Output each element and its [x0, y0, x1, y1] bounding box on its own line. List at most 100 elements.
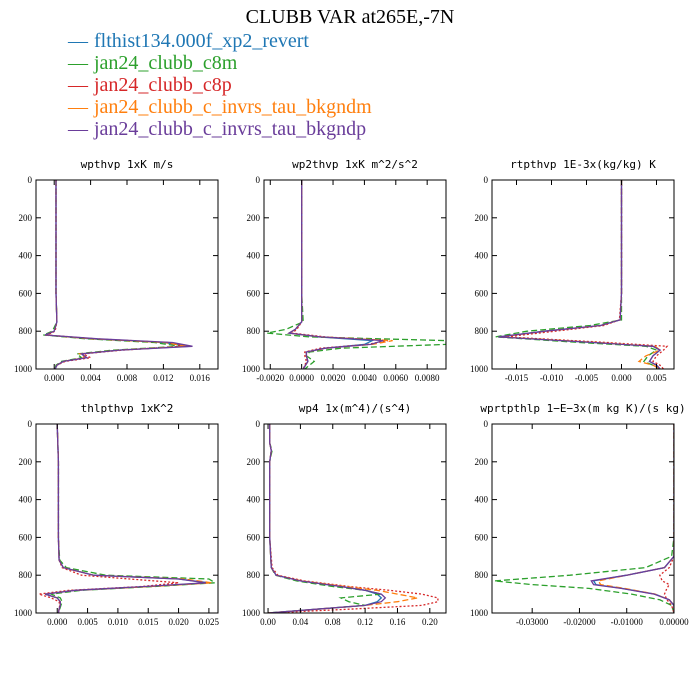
panel-title: thlpthvp 1xK^2	[81, 402, 174, 415]
x-tick-label: 0.0020	[321, 373, 346, 383]
y-tick-label: 800	[247, 326, 261, 336]
chart-panel: thlpthvp 1xK^2 0 200 400 600 800 1000 0.000 0.00…	[14, 402, 220, 627]
y-tick-label: 200	[19, 213, 33, 223]
series-line	[597, 424, 674, 613]
x-tick-label: -0.02000	[563, 617, 596, 627]
y-tick-label: 400	[247, 495, 261, 505]
x-tick-label: 0.025	[199, 617, 220, 627]
y-tick-label: 400	[19, 251, 33, 261]
chart-panel: wpthvp 1xK m/s 0 200 400 600 800 1000 0.000 0.00…	[14, 158, 219, 383]
y-tick-label: 400	[475, 251, 489, 261]
series-line	[43, 180, 180, 369]
x-tick-label: 0.020	[168, 617, 189, 627]
series-group	[43, 180, 193, 369]
y-tick-label: 600	[247, 288, 261, 298]
y-tick-label: 600	[475, 532, 489, 542]
series-group	[267, 424, 439, 613]
legend-item: — flthist134.000f_xp2_revert	[68, 30, 372, 52]
legend-dash: —	[68, 118, 88, 140]
panel-title: wp4 1x(m^4)/(s^4)	[299, 402, 412, 415]
series-line	[501, 180, 662, 369]
series-line	[266, 180, 446, 369]
legend-label: jan24_clubb_c_invrs_tau_bkgndm	[94, 96, 372, 118]
legend-label: jan24_clubb_c8m	[94, 52, 238, 74]
y-tick-label: 600	[19, 532, 33, 542]
series-line	[659, 424, 674, 613]
series-line	[267, 424, 439, 613]
y-tick-label: 800	[19, 326, 33, 336]
series-line	[494, 424, 674, 613]
series-line	[267, 424, 382, 613]
x-tick-label: 0.005	[646, 373, 667, 383]
series-group	[494, 424, 674, 613]
plot-frame	[491, 179, 675, 370]
x-tick-label: -0.0020	[256, 373, 284, 383]
x-tick-label: 0.16	[390, 617, 406, 627]
x-tick-label: 0.016	[190, 373, 211, 383]
x-tick-label: 0.08	[325, 617, 341, 627]
y-tick-label: 200	[475, 213, 489, 223]
x-tick-label: 0.0080	[415, 373, 440, 383]
x-tick-label: 0.20	[422, 617, 438, 627]
plot-frame	[263, 179, 447, 370]
series-line	[590, 424, 674, 613]
panel-title: wpthvp 1xK m/s	[81, 158, 174, 171]
x-tick-label: 0.008	[117, 373, 138, 383]
series-line	[267, 424, 418, 613]
legend: — flthist134.000f_xp2_revert — jan24_clubb_…	[68, 30, 372, 140]
series-group	[38, 424, 218, 613]
y-tick-label: 0	[28, 175, 33, 185]
x-tick-label: 0.04	[293, 617, 309, 627]
plot-frame	[491, 423, 675, 614]
x-tick-label: -0.005	[575, 373, 599, 383]
figure-title: CLUBB VAR at265E,-7N	[245, 6, 455, 28]
plot-frame	[35, 423, 219, 614]
x-tick-label: 0.012	[153, 373, 173, 383]
y-tick-label: 600	[19, 288, 33, 298]
x-tick-label: -0.01000	[611, 617, 644, 627]
x-tick-label: 0.12	[357, 617, 373, 627]
legend-label: jan24_clubb_c8p	[94, 74, 232, 96]
y-tick-label: 600	[475, 288, 489, 298]
y-tick-label: 800	[475, 326, 489, 336]
y-tick-label: 1000	[470, 608, 489, 618]
y-tick-label: 0	[484, 175, 489, 185]
chart-panel: wp2thvp 1xK m^2/s^2 0 200 400 600 800 1000-0.0…	[242, 158, 447, 383]
x-tick-label: 0.000	[44, 373, 65, 383]
legend-label: flthist134.000f_xp2_revert	[94, 30, 309, 52]
legend-item: — jan24_clubb_c8m	[68, 52, 372, 74]
x-tick-label: 0.004	[80, 373, 101, 383]
series-group	[495, 180, 669, 369]
series-line	[505, 180, 669, 369]
series-line	[44, 424, 206, 613]
y-tick-label: 400	[19, 495, 33, 505]
y-tick-label: 1000	[242, 364, 261, 374]
y-tick-label: 200	[19, 457, 33, 467]
legend-dash: —	[68, 52, 88, 74]
y-tick-label: 200	[475, 457, 489, 467]
legend-item: — jan24_clubb_c_invrs_tau_bkgndm	[68, 96, 372, 118]
x-tick-label: 0.015	[138, 617, 159, 627]
y-tick-label: 200	[247, 457, 261, 467]
series-group	[266, 180, 446, 369]
series-line	[592, 424, 674, 613]
series-line	[38, 424, 179, 613]
panel-title: wprtpthlp 1−E−3x(m kg K)/(s kg)	[480, 402, 685, 415]
legend-dash: —	[68, 74, 88, 96]
panel-title: wp2thvp 1xK m^2/s^2	[292, 158, 418, 171]
x-tick-label: 0.000	[47, 617, 68, 627]
y-tick-label: 0	[256, 419, 261, 429]
y-tick-label: 1000	[14, 364, 33, 374]
y-tick-label: 800	[475, 570, 489, 580]
y-tick-label: 1000	[470, 364, 489, 374]
panel-title: rtpthvp 1E-3x(kg/kg) K	[510, 158, 656, 171]
series-line	[44, 180, 193, 369]
x-tick-label: 0.0000	[289, 373, 314, 383]
series-line	[44, 424, 212, 613]
series-line	[287, 180, 384, 369]
x-tick-label: 0.005	[77, 617, 98, 627]
x-tick-label: 0.00000	[659, 617, 689, 627]
x-tick-label: -0.03000	[516, 617, 549, 627]
